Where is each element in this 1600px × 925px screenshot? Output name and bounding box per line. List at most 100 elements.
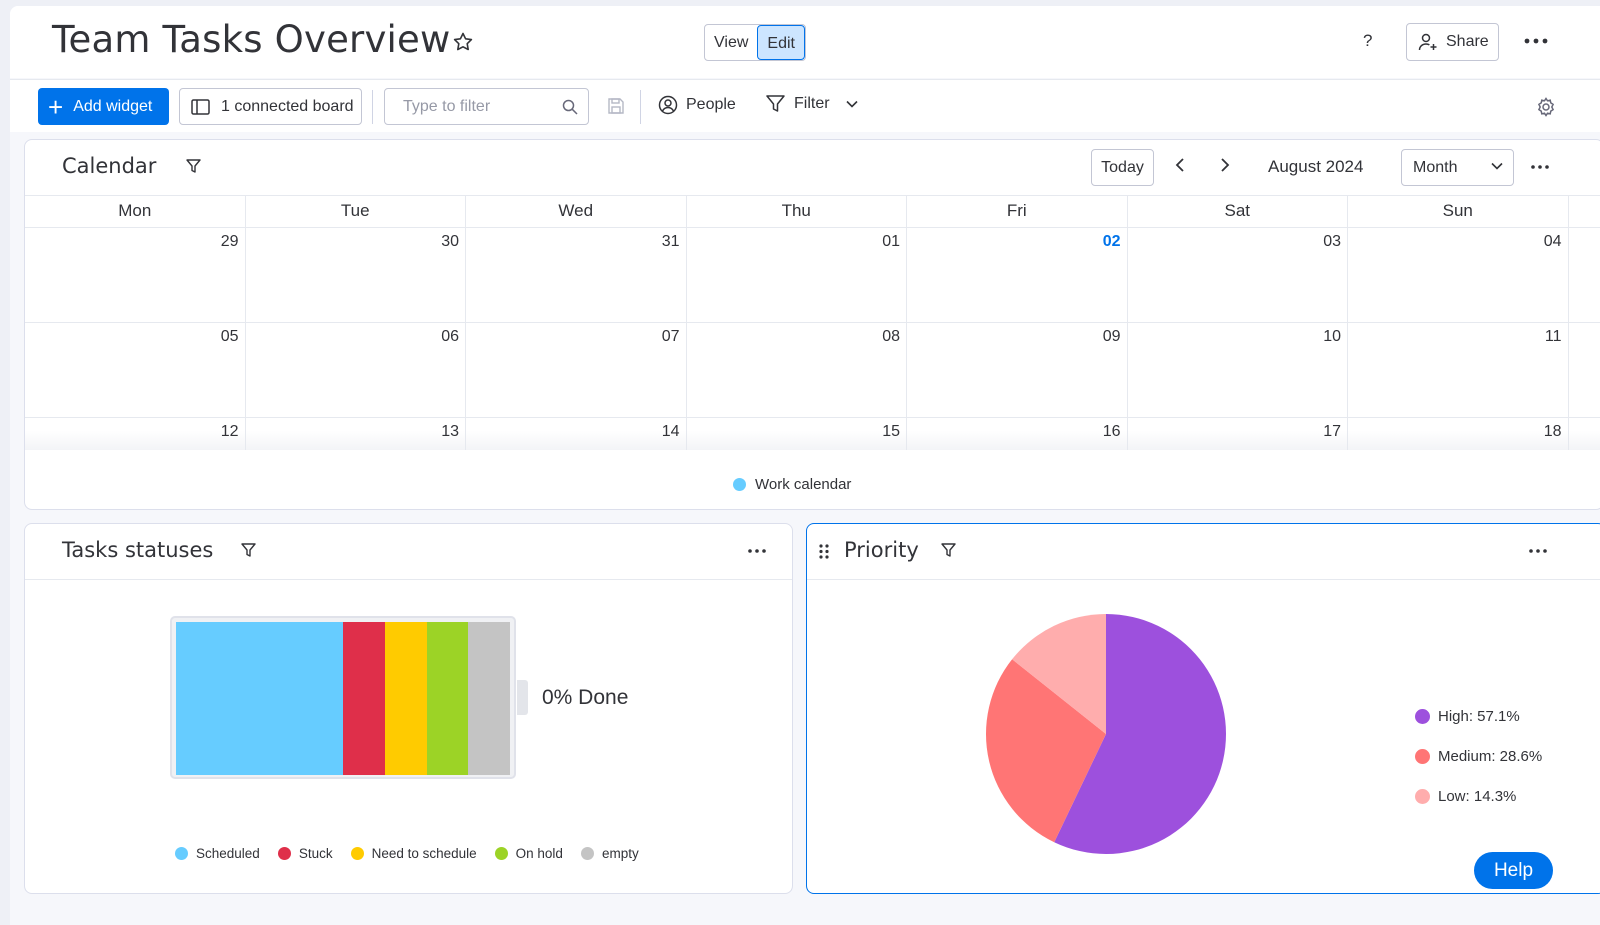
battery-cap bbox=[517, 680, 528, 715]
help-button[interactable]: Help bbox=[1474, 852, 1553, 889]
filter-input[interactable] bbox=[385, 89, 555, 124]
connected-board-button[interactable]: 1 connected board bbox=[179, 88, 362, 125]
calendar-day-cell[interactable]: 06 bbox=[246, 323, 466, 417]
calendar-day-cell[interactable]: 05 bbox=[25, 323, 246, 417]
calendar-day-cell[interactable]: 03 bbox=[1128, 228, 1348, 322]
gear-icon[interactable] bbox=[1536, 97, 1556, 117]
calendar-view-select[interactable]: Month bbox=[1401, 149, 1514, 186]
more-options-icon[interactable] bbox=[1523, 36, 1549, 46]
legend-item[interactable]: On hold bbox=[494, 846, 563, 861]
filter-button[interactable]: Filter bbox=[766, 95, 858, 113]
star-icon[interactable] bbox=[451, 30, 475, 54]
more-options-icon[interactable] bbox=[1528, 548, 1548, 554]
calendar-day-cell[interactable]: 08 bbox=[687, 323, 907, 417]
calendar-day-cell[interactable]: 16 bbox=[907, 418, 1128, 450]
legend-dot bbox=[1415, 788, 1430, 804]
calendar-day-cell[interactable]: 29 bbox=[25, 228, 246, 322]
calendar-day-cell[interactable]: 10 bbox=[1128, 323, 1348, 417]
calendar-day-cell[interactable]: 04 bbox=[1348, 228, 1569, 322]
calendar-day-cell[interactable]: 31 bbox=[466, 228, 687, 322]
filter-input-wrapper bbox=[384, 88, 589, 125]
dashboard-toolbar: + Add widget 1 connected board People bbox=[10, 79, 1600, 132]
legend-item[interactable]: Stuck bbox=[277, 846, 333, 861]
more-options-icon[interactable] bbox=[747, 548, 767, 554]
legend-label: Medium: 28.6% bbox=[1438, 747, 1543, 765]
people-filter-button[interactable]: People bbox=[658, 95, 736, 115]
battery-status-chart bbox=[170, 616, 516, 779]
legend-item[interactable]: Low: 14.3% bbox=[1415, 776, 1542, 816]
legend-item[interactable]: Scheduled bbox=[175, 846, 260, 861]
calendar-day-cell[interactable]: 11 bbox=[1348, 323, 1569, 417]
calendar-view-value: Month bbox=[1413, 159, 1458, 176]
calendar-day-cell[interactable]: 17 bbox=[1128, 418, 1348, 450]
status-segment-on-hold[interactable] bbox=[426, 622, 469, 775]
dashboard-frame: Team Tasks Overview View Edit ? Share + … bbox=[10, 6, 1600, 925]
chevron-right-icon[interactable] bbox=[1220, 158, 1230, 172]
calendar-day-cell[interactable]: 15 bbox=[687, 418, 907, 450]
toolbar-divider bbox=[372, 90, 373, 124]
edit-mode-button[interactable]: Edit bbox=[757, 25, 805, 60]
weekday-header: Sat bbox=[1128, 196, 1348, 227]
work-calendar-legend-dot bbox=[733, 478, 746, 491]
status-segment-empty[interactable] bbox=[468, 622, 510, 775]
view-mode-button[interactable]: View bbox=[714, 34, 749, 51]
chevron-down-icon bbox=[1491, 162, 1503, 170]
legend-item[interactable]: empty bbox=[580, 846, 639, 861]
more-options-icon[interactable] bbox=[1530, 164, 1550, 170]
calendar-legend-label: Work calendar bbox=[755, 476, 852, 493]
card-header-divider bbox=[807, 579, 1600, 580]
chevron-down-icon[interactable] bbox=[845, 100, 858, 108]
legend-item[interactable]: Medium: 28.6% bbox=[1415, 736, 1542, 776]
drag-handle-icon[interactable] bbox=[819, 544, 829, 559]
pie-slice-low[interactable] bbox=[1012, 614, 1106, 734]
status-segment-stuck[interactable] bbox=[343, 622, 385, 775]
toolbar-divider bbox=[640, 90, 641, 124]
chevron-left-icon[interactable] bbox=[1175, 158, 1185, 172]
calendar-week-row: 12 13 14 15 16 17 18 bbox=[25, 418, 1600, 450]
connected-board-label: 1 connected board bbox=[221, 97, 354, 115]
legend-item[interactable]: Need to schedule bbox=[350, 846, 477, 861]
weekday-header: Mon bbox=[25, 196, 246, 227]
pie-slice-medium[interactable] bbox=[986, 659, 1106, 843]
calendar-day-cell[interactable]: 07 bbox=[466, 323, 687, 417]
weekday-header-row: Mon Tue Wed Thu Fri Sat Sun bbox=[25, 196, 1600, 228]
status-segment-scheduled[interactable] bbox=[176, 622, 343, 775]
legend-label: Need to schedule bbox=[371, 846, 477, 861]
priority-title: Priority bbox=[844, 538, 919, 562]
legend-dot bbox=[350, 847, 364, 860]
priority-legend: High: 57.1% Medium: 28.6% Low: 14.3% bbox=[1415, 696, 1542, 816]
help-question-button[interactable]: ? bbox=[1363, 31, 1373, 50]
calendar-legend: Work calendar bbox=[733, 476, 851, 493]
legend-dot bbox=[1415, 748, 1430, 764]
widget-filter-icon[interactable] bbox=[241, 543, 256, 558]
card-header-divider bbox=[25, 579, 792, 580]
view-edit-toggle: View Edit bbox=[704, 24, 806, 61]
funnel-icon bbox=[766, 95, 785, 112]
legend-item[interactable]: High: 57.1% bbox=[1415, 696, 1542, 736]
weekday-header: Sun bbox=[1348, 196, 1569, 227]
add-widget-label: Add widget bbox=[73, 97, 153, 115]
calendar-day-cell[interactable]: 09 bbox=[907, 323, 1128, 417]
weekday-header: Thu bbox=[687, 196, 907, 227]
save-view-icon[interactable] bbox=[607, 97, 625, 115]
calendar-day-cell[interactable]: 01 bbox=[687, 228, 907, 322]
today-button[interactable]: Today bbox=[1091, 149, 1154, 186]
calendar-day-cell[interactable]: 02 bbox=[907, 228, 1128, 322]
calendar-day-cell[interactable]: 30 bbox=[246, 228, 466, 322]
tasks-statuses-title: Tasks statuses bbox=[62, 538, 214, 562]
legend-dot bbox=[277, 847, 291, 860]
calendar-day-cell[interactable]: 18 bbox=[1348, 418, 1569, 450]
page-title[interactable]: Team Tasks Overview bbox=[52, 18, 451, 61]
calendar-day-cell[interactable]: 12 bbox=[25, 418, 246, 450]
calendar-day-cell[interactable]: 13 bbox=[246, 418, 466, 450]
widget-filter-icon[interactable] bbox=[941, 543, 956, 558]
calendar-day-cell[interactable]: 14 bbox=[466, 418, 687, 450]
status-segment-need-to-schedule[interactable] bbox=[384, 622, 427, 775]
widget-filter-icon[interactable] bbox=[186, 159, 201, 174]
tasks-statuses-widget: Tasks statuses 0% Done Scheduled Stuck Nee… bbox=[24, 523, 793, 894]
legend-dot bbox=[1415, 708, 1430, 724]
share-button[interactable]: Share bbox=[1406, 23, 1499, 61]
legend-dot bbox=[175, 847, 188, 860]
add-widget-button[interactable]: + Add widget bbox=[38, 88, 169, 125]
pie-slice-high[interactable] bbox=[1054, 614, 1226, 854]
